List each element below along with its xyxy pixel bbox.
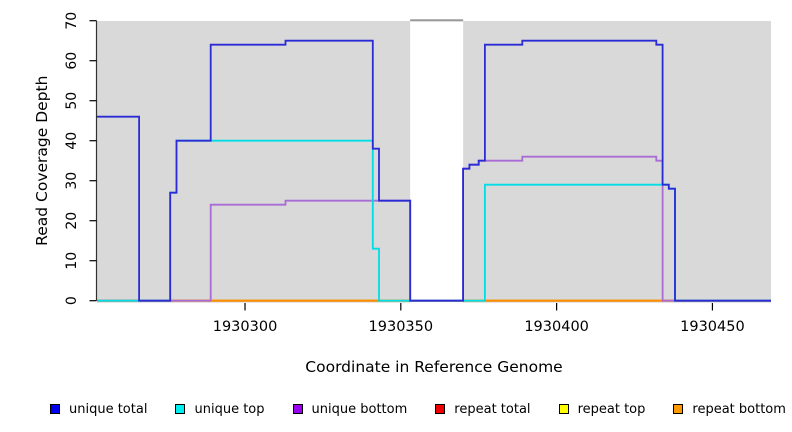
legend-item-unique-top: unique top (175, 401, 265, 417)
legend-label: unique total (69, 401, 148, 417)
y-tick-label: 0 (64, 296, 80, 305)
y-tick-label: 10 (64, 252, 80, 270)
legend-swatch-unique-total (50, 404, 60, 414)
x-tick-label: 1930350 (369, 319, 434, 335)
y-axis-title: Read Coverage Depth (33, 76, 51, 246)
x-axis-title: Coordinate in Reference Genome (305, 358, 562, 376)
y-tick-label: 70 (64, 12, 80, 30)
gap-band (410, 21, 464, 303)
legend-swatch-repeat-bottom (673, 404, 684, 414)
coverage-plot: 0 10 20 30 40 50 60 70 1930300 1930350 1930400 1930… (33, 12, 771, 376)
x-tick-label: 1930400 (524, 319, 589, 335)
legend-swatch-unique-bottom (292, 404, 303, 414)
legend-label: repeat total (454, 401, 531, 417)
y-tick-label: 50 (64, 92, 80, 110)
y-tick-label: 20 (64, 212, 80, 230)
legend-label: repeat bottom (692, 401, 786, 417)
y-tick-label: 60 (64, 52, 80, 70)
y-tick-label: 40 (64, 132, 80, 150)
y-tick-label: 30 (64, 172, 80, 190)
legend-swatch-repeat-top (558, 404, 569, 414)
legend-label: repeat top (577, 401, 646, 417)
legend: unique total unique top unique bottom repea… (50, 399, 786, 419)
legend-item-unique-bottom: unique bottom (292, 401, 408, 417)
legend-item-repeat-bottom: repeat bottom (673, 402, 786, 417)
axes-layer: 0 10 20 30 40 50 60 70 1930300 1930350 1930400 1930… (64, 12, 745, 335)
gap-band-layer (410, 19, 464, 303)
legend-item-repeat-total: repeat total (435, 401, 531, 417)
legend-label: unique bottom (311, 401, 408, 417)
series-layer (97, 39, 771, 302)
legend-label: unique top (194, 401, 265, 417)
legend-swatch-repeat-total (435, 404, 446, 414)
x-tick-label: 1930450 (680, 319, 745, 335)
legend-item-unique-total: unique total (50, 402, 147, 417)
legend-swatch-unique-top (175, 404, 186, 414)
x-tick-label: 1930300 (213, 319, 278, 335)
legend-item-repeat-top: repeat top (558, 401, 646, 417)
series-line-unique-total (97, 39, 771, 302)
